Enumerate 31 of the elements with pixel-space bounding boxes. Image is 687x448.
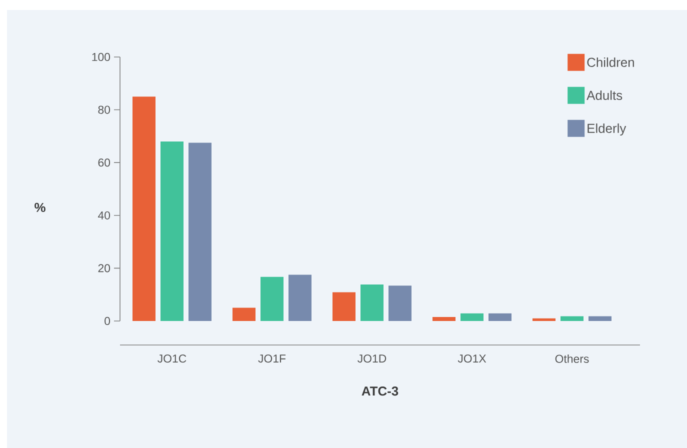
legend-label: Children [587,57,634,67]
y-axis-title: % [34,202,46,212]
bar [332,292,356,321]
y-tick-label: 40 [98,211,110,220]
x-tick-label: JO1X [458,354,486,363]
y-tick-label: 0 [104,316,110,326]
bar [260,276,284,321]
bar [432,317,456,321]
bar [588,316,612,321]
y-tick-label: 100 [92,52,110,62]
bar [532,318,556,321]
x-tick-label: Others [555,354,589,363]
bar [388,286,412,321]
bar [360,284,384,321]
bar [188,142,212,321]
legend-label: Adults [586,90,622,100]
bar [232,308,256,321]
y-tick-label: 60 [98,158,110,167]
y-tick-label: 20 [98,264,110,272]
bar [132,96,156,321]
bar [288,274,312,321]
x-tick-label: JO1F [258,354,286,363]
x-tick-label: JO1C [158,354,186,363]
x-axis-title: ATC-3 [362,386,398,396]
bar [160,141,184,321]
y-tick-label: 80 [98,106,110,114]
x-tick-label: JO1D [358,354,386,363]
bar [460,313,484,321]
bar [488,313,512,321]
bar [560,316,584,321]
legend-label: Elderly [588,123,626,136]
